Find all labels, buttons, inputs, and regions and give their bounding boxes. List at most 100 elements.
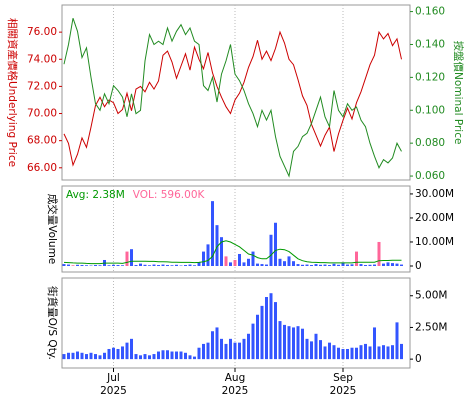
bar [332, 263, 336, 266]
bar [341, 348, 345, 360]
bar [256, 263, 259, 266]
price-line [63, 18, 402, 178]
bar [310, 341, 313, 360]
bar [305, 264, 309, 266]
bar [220, 338, 223, 360]
bar [260, 305, 264, 360]
x-tick-year: 2025 [100, 385, 127, 397]
y-tick-label: 2.50M [415, 321, 447, 333]
plot-frame [61, 277, 411, 369]
bar [373, 264, 376, 266]
y-axis-title: 相關資產價格Underlying Price [6, 18, 19, 167]
bar [238, 342, 241, 360]
bar [355, 251, 358, 266]
bar [161, 350, 165, 360]
bar [386, 262, 390, 266]
bar [247, 333, 250, 360]
bar [233, 342, 237, 360]
bar [197, 262, 201, 266]
bar [377, 241, 381, 266]
bar [193, 265, 196, 266]
bar [395, 322, 399, 360]
bar [314, 333, 318, 360]
bar [170, 351, 174, 360]
y-tick-label: 68.00 [27, 135, 57, 147]
bar [188, 355, 192, 360]
legend-label: Avg: 2.38M [66, 189, 125, 201]
bar [148, 265, 151, 266]
bar [134, 265, 138, 266]
y-tick-label: 0 [415, 353, 422, 365]
bar [76, 264, 79, 266]
bar [256, 314, 259, 360]
bar [296, 326, 300, 360]
bar [175, 351, 178, 360]
bar [274, 222, 277, 266]
bar [346, 348, 349, 360]
bar [359, 345, 363, 360]
bar [305, 338, 309, 360]
bar [323, 264, 327, 266]
bar [346, 264, 349, 266]
y2-tick-label: 0.140 [415, 38, 445, 50]
bar [152, 354, 156, 360]
legend-label: VOL: 596.00K [133, 189, 206, 201]
bar [350, 264, 354, 266]
bar [233, 259, 237, 266]
bar [125, 342, 129, 360]
bar [89, 352, 93, 360]
bar [215, 327, 219, 360]
bar [85, 354, 88, 360]
plot-frame [61, 185, 411, 273]
bar [301, 328, 304, 360]
price-line [63, 30, 402, 167]
bar [368, 264, 372, 266]
bar [179, 351, 183, 360]
bar [107, 265, 111, 266]
bar [161, 264, 165, 266]
y2-tick-label: 0.100 [415, 104, 445, 116]
x-tick-year: 2025 [330, 385, 357, 397]
bar [364, 265, 367, 266]
bar [274, 302, 277, 360]
bar [400, 343, 403, 360]
bar [98, 265, 102, 266]
bar [71, 352, 75, 360]
bar [391, 345, 394, 360]
bar [350, 347, 354, 360]
bar [238, 253, 241, 266]
bar [269, 234, 273, 266]
bar [202, 343, 205, 360]
bar [391, 263, 394, 266]
bar [386, 346, 390, 360]
bar [368, 346, 372, 360]
bar [139, 355, 142, 360]
bar [364, 343, 367, 360]
bar [224, 256, 228, 266]
x-tick-label: Sep [333, 372, 353, 384]
bar [341, 262, 345, 266]
bar [373, 327, 376, 360]
bar [143, 264, 147, 266]
bar [319, 340, 322, 360]
average-line [63, 240, 402, 265]
bar [157, 265, 160, 266]
bar [202, 251, 205, 266]
bar [265, 297, 268, 360]
bar [296, 264, 300, 266]
bar [143, 354, 147, 360]
bar [337, 347, 340, 360]
bar [292, 261, 295, 266]
bar [211, 201, 214, 266]
y-tick-label: 5.00M [415, 290, 447, 302]
bar [359, 264, 363, 266]
bar [80, 352, 84, 360]
bar [152, 264, 156, 266]
bar [116, 265, 120, 266]
bar [62, 354, 66, 360]
x-tick-year: 2025 [222, 385, 249, 397]
bar [319, 264, 322, 266]
bar [121, 346, 124, 360]
bar [112, 347, 115, 360]
